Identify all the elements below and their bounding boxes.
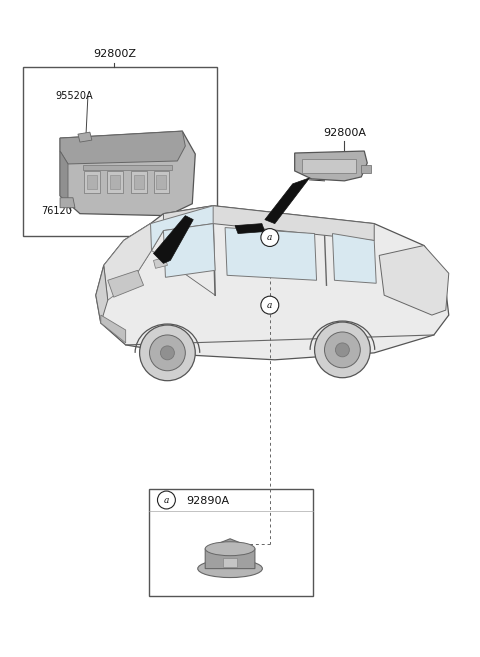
Text: 92800Z: 92800Z bbox=[93, 49, 136, 58]
Text: 76120: 76120 bbox=[41, 206, 72, 215]
Circle shape bbox=[261, 229, 279, 246]
Ellipse shape bbox=[198, 560, 263, 578]
Bar bbox=[131, 171, 146, 193]
Bar bbox=[223, 558, 237, 566]
Polygon shape bbox=[379, 246, 449, 315]
Circle shape bbox=[157, 491, 175, 509]
Bar bbox=[23, 66, 217, 236]
Polygon shape bbox=[60, 198, 75, 208]
Bar bbox=[133, 175, 144, 189]
Text: 92800A: 92800A bbox=[323, 128, 366, 138]
Polygon shape bbox=[101, 315, 126, 343]
Circle shape bbox=[314, 322, 370, 378]
Text: 92890A: 92890A bbox=[186, 496, 229, 506]
Circle shape bbox=[140, 325, 195, 380]
Bar bbox=[148, 489, 312, 597]
Bar bbox=[110, 175, 120, 189]
Polygon shape bbox=[225, 227, 316, 281]
Circle shape bbox=[160, 346, 174, 360]
Polygon shape bbox=[265, 178, 310, 223]
Polygon shape bbox=[60, 151, 68, 204]
Polygon shape bbox=[151, 206, 213, 250]
Polygon shape bbox=[96, 206, 449, 360]
Bar bbox=[87, 175, 97, 189]
Circle shape bbox=[324, 332, 360, 368]
Bar bbox=[301, 159, 356, 173]
Circle shape bbox=[150, 335, 185, 371]
Bar bbox=[156, 175, 167, 189]
Polygon shape bbox=[60, 131, 185, 164]
Bar bbox=[83, 165, 172, 170]
Text: 95520A: 95520A bbox=[55, 91, 93, 101]
Polygon shape bbox=[96, 265, 108, 323]
Polygon shape bbox=[164, 206, 374, 240]
Polygon shape bbox=[333, 233, 376, 283]
Text: a: a bbox=[267, 233, 273, 242]
Text: a: a bbox=[267, 301, 273, 309]
Polygon shape bbox=[154, 258, 168, 268]
Bar bbox=[84, 171, 100, 193]
Polygon shape bbox=[361, 165, 371, 173]
Polygon shape bbox=[78, 132, 92, 142]
Text: a: a bbox=[164, 495, 169, 505]
Bar bbox=[154, 171, 169, 193]
Polygon shape bbox=[295, 151, 367, 181]
Circle shape bbox=[261, 296, 279, 314]
Polygon shape bbox=[164, 223, 215, 277]
Polygon shape bbox=[235, 223, 265, 233]
Polygon shape bbox=[108, 270, 144, 297]
Polygon shape bbox=[104, 223, 164, 300]
Polygon shape bbox=[205, 539, 255, 568]
Polygon shape bbox=[154, 215, 193, 263]
Ellipse shape bbox=[205, 542, 255, 556]
Polygon shape bbox=[60, 131, 195, 215]
Circle shape bbox=[336, 343, 349, 357]
Bar bbox=[107, 171, 123, 193]
